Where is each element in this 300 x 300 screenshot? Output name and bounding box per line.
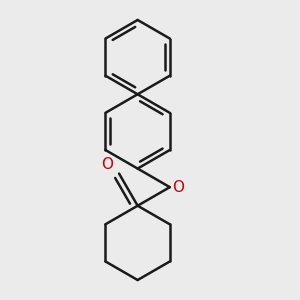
Text: O: O — [101, 157, 113, 172]
Text: O: O — [172, 180, 184, 195]
